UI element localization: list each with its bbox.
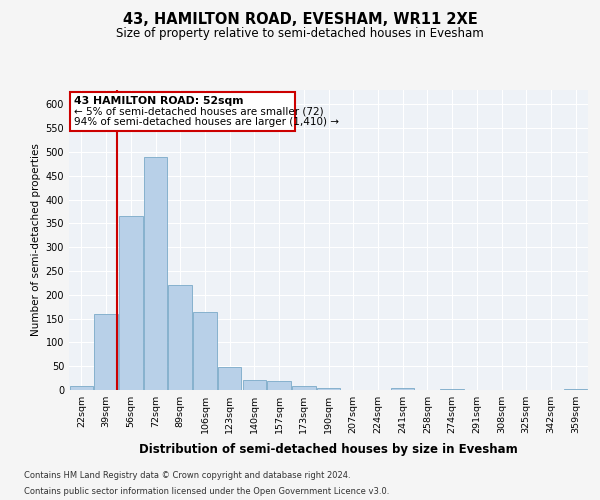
Bar [440, 389, 464, 390]
FancyBboxPatch shape [70, 92, 295, 132]
Bar [169, 285, 192, 390]
Bar [317, 388, 340, 390]
Bar [144, 156, 167, 390]
Y-axis label: Number of semi-detached properties: Number of semi-detached properties [31, 144, 41, 336]
Bar [119, 216, 143, 390]
Bar [218, 367, 241, 390]
Bar [70, 386, 93, 390]
Bar [193, 312, 217, 390]
Text: Size of property relative to semi-detached houses in Evesham: Size of property relative to semi-detach… [116, 28, 484, 40]
Bar [242, 380, 266, 390]
Bar [94, 314, 118, 390]
Text: Contains public sector information licensed under the Open Government Licence v3: Contains public sector information licen… [24, 486, 389, 496]
Text: 43 HAMILTON ROAD: 52sqm: 43 HAMILTON ROAD: 52sqm [74, 96, 244, 106]
Text: Distribution of semi-detached houses by size in Evesham: Distribution of semi-detached houses by … [139, 442, 518, 456]
Text: 94% of semi-detached houses are larger (1,410) →: 94% of semi-detached houses are larger (… [74, 116, 339, 126]
Text: 43, HAMILTON ROAD, EVESHAM, WR11 2XE: 43, HAMILTON ROAD, EVESHAM, WR11 2XE [122, 12, 478, 28]
Bar [564, 389, 587, 390]
Bar [268, 382, 291, 390]
Text: Contains HM Land Registry data © Crown copyright and database right 2024.: Contains HM Land Registry data © Crown c… [24, 472, 350, 480]
Bar [391, 388, 415, 390]
Bar [292, 386, 316, 390]
Text: ← 5% of semi-detached houses are smaller (72): ← 5% of semi-detached houses are smaller… [74, 106, 323, 116]
